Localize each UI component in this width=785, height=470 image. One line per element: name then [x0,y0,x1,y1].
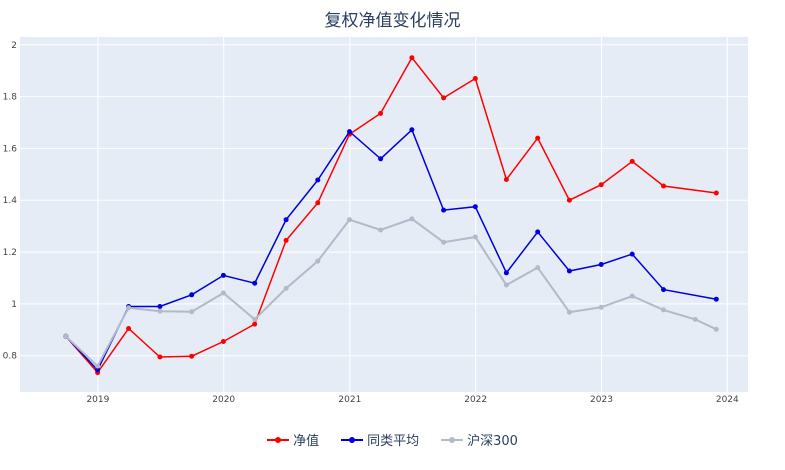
data-point-peer-average[interactable] [598,262,604,267]
series-csi300 [63,216,719,369]
data-point-csi300[interactable] [315,258,321,264]
data-point-peer-average[interactable] [409,127,415,133]
series-peer-average [63,127,719,373]
data-point-peer-average[interactable] [220,272,226,278]
data-point-nav[interactable] [126,326,132,331]
data-point-nav[interactable] [713,190,719,196]
data-point-nav[interactable] [315,200,321,206]
x-tick-label: 2022 [464,395,487,405]
data-point-csi300[interactable] [189,309,195,315]
data-point-csi300[interactable] [95,363,101,369]
data-point-csi300[interactable] [157,308,163,314]
data-point-csi300[interactable] [378,227,384,233]
plot-area [20,37,748,392]
data-point-nav[interactable] [598,182,604,188]
data-point-peer-average[interactable] [157,304,163,309]
data-point-nav[interactable] [566,197,572,203]
data-point-csi300[interactable] [503,282,509,288]
legend-swatch-peer-average [341,435,364,445]
legend-label-nav: 净值 [293,434,320,449]
data-point-nav[interactable] [220,339,226,344]
legend-label-csi300: 沪深300 [467,434,518,449]
data-point-csi300[interactable] [63,333,69,339]
series-line-csi300 [65,217,717,368]
y-tick-label: 1.8 [3,93,18,103]
data-point-peer-average[interactable] [629,251,635,257]
data-point-nav[interactable] [535,135,541,141]
data-point-csi300[interactable] [713,326,719,332]
data-point-peer-average[interactable] [347,129,352,135]
legend-item-peer-average[interactable]: 同类平均 [341,430,419,449]
data-point-nav[interactable] [252,321,258,327]
y-tick-label: 1.6 [3,144,18,154]
data-point-peer-average[interactable] [441,207,447,213]
data-point-csi300[interactable] [692,316,698,322]
data-point-csi300[interactable] [661,307,666,313]
series-nav [63,55,719,376]
y-tick-label: 1.2 [3,248,17,258]
data-point-csi300[interactable] [629,293,635,299]
data-point-peer-average[interactable] [95,367,101,373]
data-point-nav[interactable] [283,237,289,243]
data-point-peer-average[interactable] [378,156,384,162]
data-point-csi300[interactable] [283,285,289,291]
x-tick-label: 2023 [590,395,613,405]
x-tick-label: 2021 [338,395,361,405]
legend-swatch-nav [267,435,290,445]
data-point-nav[interactable] [503,177,509,182]
x-tick-label: 2019 [86,395,109,405]
data-point-nav[interactable] [409,55,415,61]
data-point-csi300[interactable] [347,217,352,223]
y-tick-label: 1 [11,300,17,310]
data-point-peer-average[interactable] [503,270,509,276]
data-point-peer-average[interactable] [472,204,478,210]
data-point-peer-average[interactable] [315,177,321,183]
y-tick-label: 0.8 [3,352,18,362]
data-point-csi300[interactable] [220,290,226,296]
chart-title: 复权净值变化情况 [324,11,461,31]
data-point-peer-average[interactable] [535,229,541,235]
data-point-peer-average[interactable] [661,287,666,293]
legend-item-csi300[interactable]: 沪深300 [441,430,518,449]
data-point-peer-average[interactable] [566,268,572,274]
data-point-csi300[interactable] [566,309,572,315]
data-point-nav[interactable] [157,354,163,360]
x-tick-label: 2024 [716,395,739,405]
data-point-csi300[interactable] [441,239,447,245]
y-tick-label: 1.4 [3,196,18,206]
data-point-peer-average[interactable] [283,217,289,223]
data-point-csi300[interactable] [126,305,132,311]
data-point-nav[interactable] [661,183,666,189]
data-point-peer-average[interactable] [713,296,719,302]
y-tick-label: 2 [11,41,17,51]
legend-label-peer-average: 同类平均 [367,434,420,449]
data-point-csi300[interactable] [472,234,478,240]
data-point-csi300[interactable] [598,304,604,310]
data-point-peer-average[interactable] [189,292,195,298]
data-point-csi300[interactable] [535,265,541,271]
data-point-nav[interactable] [189,353,195,359]
data-point-peer-average[interactable] [252,280,258,286]
legend-swatch-csi300 [441,435,464,445]
data-point-csi300[interactable] [409,216,415,222]
data-point-nav[interactable] [472,76,478,81]
data-point-nav[interactable] [378,110,384,116]
x-tick-label: 2020 [212,395,235,405]
legend-item-nav[interactable]: 净值 [267,430,319,449]
legend: 净值 同类平均 沪深300 [0,430,785,449]
data-point-nav[interactable] [441,95,447,101]
data-point-nav[interactable] [629,158,635,164]
data-point-csi300[interactable] [252,316,258,322]
